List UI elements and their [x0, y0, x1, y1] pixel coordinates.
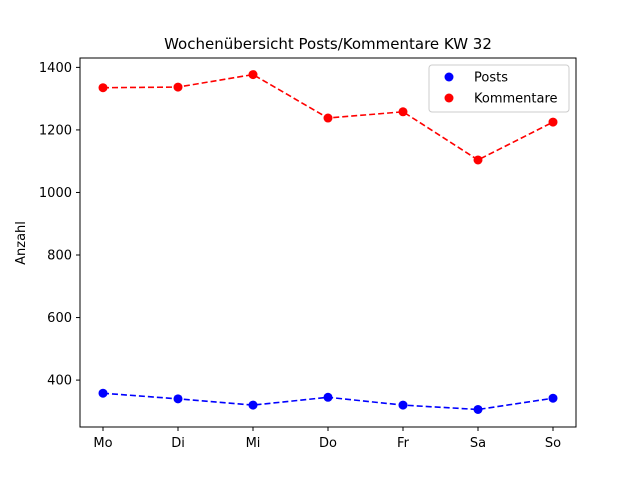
y-axis-label: Anzahl — [14, 221, 29, 265]
data-point-kommentare — [473, 155, 483, 165]
x-tick-label: Do — [319, 436, 337, 451]
y-tick-label: 800 — [47, 249, 72, 264]
legend-marker-kommentare — [444, 93, 454, 103]
x-tick-label: Mo — [93, 436, 112, 451]
data-point-posts — [173, 394, 183, 404]
x-tick-label: Fr — [397, 436, 410, 451]
legend-label: Posts — [474, 71, 508, 86]
data-point-kommentare — [173, 82, 183, 92]
x-tick-label: So — [545, 436, 561, 451]
x-tick-label: Sa — [470, 436, 486, 451]
y-tick-label: 1400 — [39, 61, 72, 76]
legend: Posts Kommentare — [428, 64, 570, 113]
data-point-kommentare — [98, 83, 108, 93]
data-point-posts — [98, 388, 108, 398]
data-point-kommentare — [323, 113, 333, 123]
y-tick-label: 1200 — [39, 123, 72, 138]
y-tick-label: 1000 — [39, 186, 72, 201]
data-point-posts — [323, 392, 333, 402]
data-point-posts — [248, 400, 258, 410]
y-tick-label: 400 — [47, 374, 72, 389]
series-layer — [98, 70, 558, 414]
axes: 400 600 800 1000 1200 1400 Mo Di Mi Do Fr Sa So — [39, 57, 577, 451]
x-tick-label: Mi — [246, 436, 261, 451]
data-point-posts — [398, 400, 408, 410]
x-tick-label: Di — [171, 436, 185, 451]
legend-box — [428, 64, 570, 113]
legend-label: Kommentare — [474, 92, 558, 107]
data-point-kommentare — [548, 117, 558, 127]
data-point-posts — [548, 393, 558, 403]
data-point-posts — [473, 404, 483, 414]
chart-title: Wochenübersicht Posts/Kommentare KW 32 — [164, 35, 492, 53]
legend-marker-posts — [444, 72, 454, 82]
data-point-kommentare — [398, 107, 408, 117]
data-point-kommentare — [248, 70, 258, 80]
y-tick-label: 600 — [47, 311, 72, 326]
